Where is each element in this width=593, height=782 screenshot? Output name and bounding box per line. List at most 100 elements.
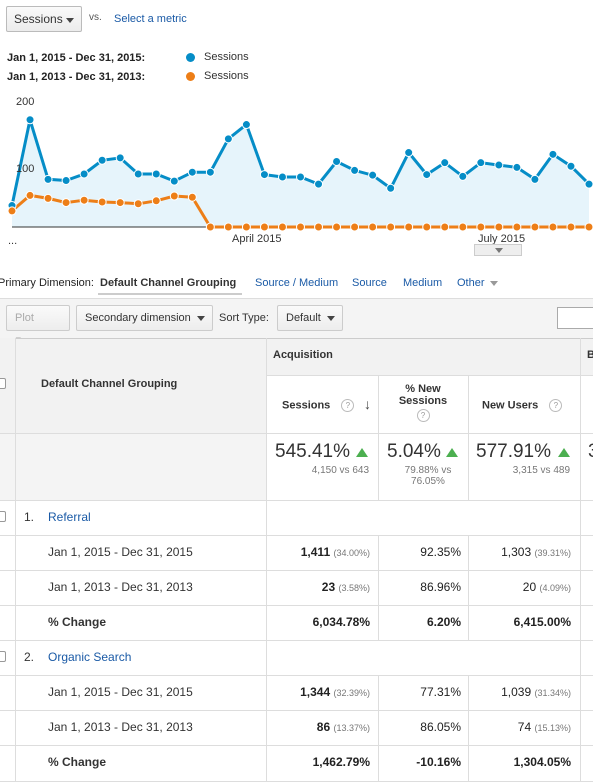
- legend-range-previous: Jan 1, 2013 - Dec 31, 2013:: [7, 71, 146, 83]
- group-link-referral[interactable]: Referral: [48, 510, 91, 524]
- data-point-s0-2[interactable]: [43, 174, 53, 184]
- group-row-referral: [0, 500, 593, 535]
- data-point-s0-9[interactable]: [169, 176, 179, 186]
- data-point-s0-15[interactable]: [277, 172, 287, 182]
- data-point-s1-6[interactable]: [115, 198, 125, 208]
- data-point-s0-16[interactable]: [296, 172, 305, 182]
- dimension-link-source-medium[interactable]: Source / Medium: [255, 277, 339, 289]
- sessions-column-header[interactable]: Sessions ?: [282, 399, 355, 412]
- chevron-down-icon: [489, 280, 498, 286]
- data-point-s0-5[interactable]: [97, 155, 107, 165]
- data-point-s1-16[interactable]: [296, 222, 305, 232]
- data-point-s0-14[interactable]: [259, 170, 269, 180]
- data-point-s0-22[interactable]: [404, 148, 414, 158]
- data-point-s0-24[interactable]: [440, 158, 450, 168]
- data-point-s1-31[interactable]: [566, 222, 576, 232]
- data-point-s1-23[interactable]: [422, 222, 432, 232]
- data-point-s1-8[interactable]: [151, 196, 161, 206]
- data-point-s1-25[interactable]: [458, 222, 468, 232]
- legend-dot-icon: [186, 72, 195, 81]
- dimension-column-header[interactable]: Default Channel Grouping: [41, 378, 178, 390]
- data-point-s0-18[interactable]: [332, 156, 342, 166]
- data-point-s1-15[interactable]: [277, 222, 287, 232]
- new-users-cell: 74 (15.13%): [470, 720, 571, 734]
- select-all-checkbox[interactable]: [0, 378, 6, 389]
- metric-select[interactable]: Sessions: [6, 6, 82, 32]
- data-point-s0-21[interactable]: [386, 183, 396, 193]
- data-point-s0-20[interactable]: [368, 170, 378, 180]
- data-point-s1-10[interactable]: [187, 192, 197, 202]
- data-point-s0-7[interactable]: [133, 169, 143, 179]
- data-point-s1-13[interactable]: [241, 222, 251, 232]
- sessions-line-chart[interactable]: 200 100 ... April 2015 July 2015: [0, 90, 593, 250]
- new-sessions-total-change: 5.04%: [387, 441, 441, 462]
- data-point-s1-9[interactable]: [169, 191, 179, 201]
- data-point-s0-30[interactable]: [548, 149, 558, 159]
- help-icon[interactable]: ?: [341, 399, 355, 412]
- sort-desc-arrow-icon[interactable]: ↓: [364, 396, 371, 412]
- new-users-value: 1,039: [501, 685, 532, 699]
- plot-rows-button[interactable]: Plot Rows: [6, 305, 70, 348]
- dimension-link-source[interactable]: Source: [352, 277, 387, 289]
- new-users-column-header[interactable]: New Users ?: [482, 399, 563, 412]
- chart-scroll-handle[interactable]: [474, 244, 522, 256]
- data-point-s0-12[interactable]: [223, 134, 233, 144]
- data-point-s1-5[interactable]: [97, 197, 107, 207]
- data-point-s1-22[interactable]: [404, 222, 414, 232]
- data-point-s1-29[interactable]: [530, 222, 540, 232]
- data-point-s1-0[interactable]: [7, 206, 17, 216]
- data-point-s0-8[interactable]: [151, 169, 161, 179]
- data-point-s0-6[interactable]: [115, 153, 125, 163]
- data-point-s0-10[interactable]: [187, 167, 197, 177]
- data-point-s0-4[interactable]: [79, 169, 89, 179]
- data-point-s1-30[interactable]: [548, 222, 558, 232]
- data-point-s0-13[interactable]: [241, 120, 251, 130]
- data-point-s1-2[interactable]: [43, 193, 53, 203]
- data-point-s1-11[interactable]: [205, 222, 215, 232]
- new-users-cell: 20 (4.09%): [470, 580, 571, 594]
- data-point-s1-20[interactable]: [368, 222, 378, 232]
- data-point-s1-17[interactable]: [314, 222, 324, 232]
- row-checkbox[interactable]: [0, 651, 6, 662]
- help-icon[interactable]: ?: [549, 399, 563, 412]
- data-point-s1-1[interactable]: [25, 190, 35, 200]
- dimension-active[interactable]: Default Channel Grouping: [100, 277, 237, 289]
- data-point-s0-25[interactable]: [458, 171, 468, 181]
- column-divider: [15, 338, 16, 781]
- data-point-s1-7[interactable]: [133, 199, 143, 209]
- data-point-s0-27[interactable]: [494, 160, 504, 170]
- data-point-s0-17[interactable]: [314, 179, 324, 189]
- data-point-s1-27[interactable]: [494, 222, 504, 232]
- data-point-s0-28[interactable]: [512, 162, 522, 172]
- data-point-s1-26[interactable]: [476, 222, 486, 232]
- data-point-s1-28[interactable]: [512, 222, 522, 232]
- data-point-s0-19[interactable]: [350, 165, 360, 175]
- help-icon[interactable]: ?: [416, 409, 430, 422]
- data-point-s1-21[interactable]: [386, 222, 396, 232]
- data-point-s1-24[interactable]: [440, 222, 450, 232]
- group-link-organic-search[interactable]: Organic Search: [48, 650, 132, 664]
- select-metric-link[interactable]: Select a metric: [114, 13, 187, 25]
- secondary-dimension-dropdown[interactable]: Secondary dimension: [76, 305, 213, 331]
- table-search-input[interactable]: [557, 307, 593, 329]
- new-sessions-column-header[interactable]: % New Sessions ?: [387, 383, 459, 422]
- data-point-s0-29[interactable]: [530, 174, 540, 184]
- data-point-s1-4[interactable]: [79, 195, 89, 205]
- data-point-s0-1[interactable]: [25, 115, 35, 125]
- data-point-s0-3[interactable]: [61, 176, 71, 186]
- data-point-s0-32[interactable]: [584, 179, 593, 189]
- data-point-s1-3[interactable]: [61, 198, 71, 208]
- data-point-s1-32[interactable]: [584, 222, 593, 232]
- data-point-s0-23[interactable]: [422, 170, 432, 180]
- data-point-s1-12[interactable]: [223, 222, 233, 232]
- row-checkbox[interactable]: [0, 511, 6, 522]
- dimension-link-medium[interactable]: Medium: [403, 277, 443, 289]
- dimension-link-other[interactable]: Other: [457, 277, 498, 289]
- data-point-s1-18[interactable]: [332, 222, 342, 232]
- data-point-s1-19[interactable]: [350, 222, 360, 232]
- sort-type-dropdown[interactable]: Default: [277, 305, 343, 331]
- data-point-s0-11[interactable]: [205, 167, 215, 177]
- data-point-s0-26[interactable]: [476, 158, 486, 168]
- data-point-s0-31[interactable]: [566, 161, 576, 171]
- data-point-s1-14[interactable]: [259, 222, 269, 232]
